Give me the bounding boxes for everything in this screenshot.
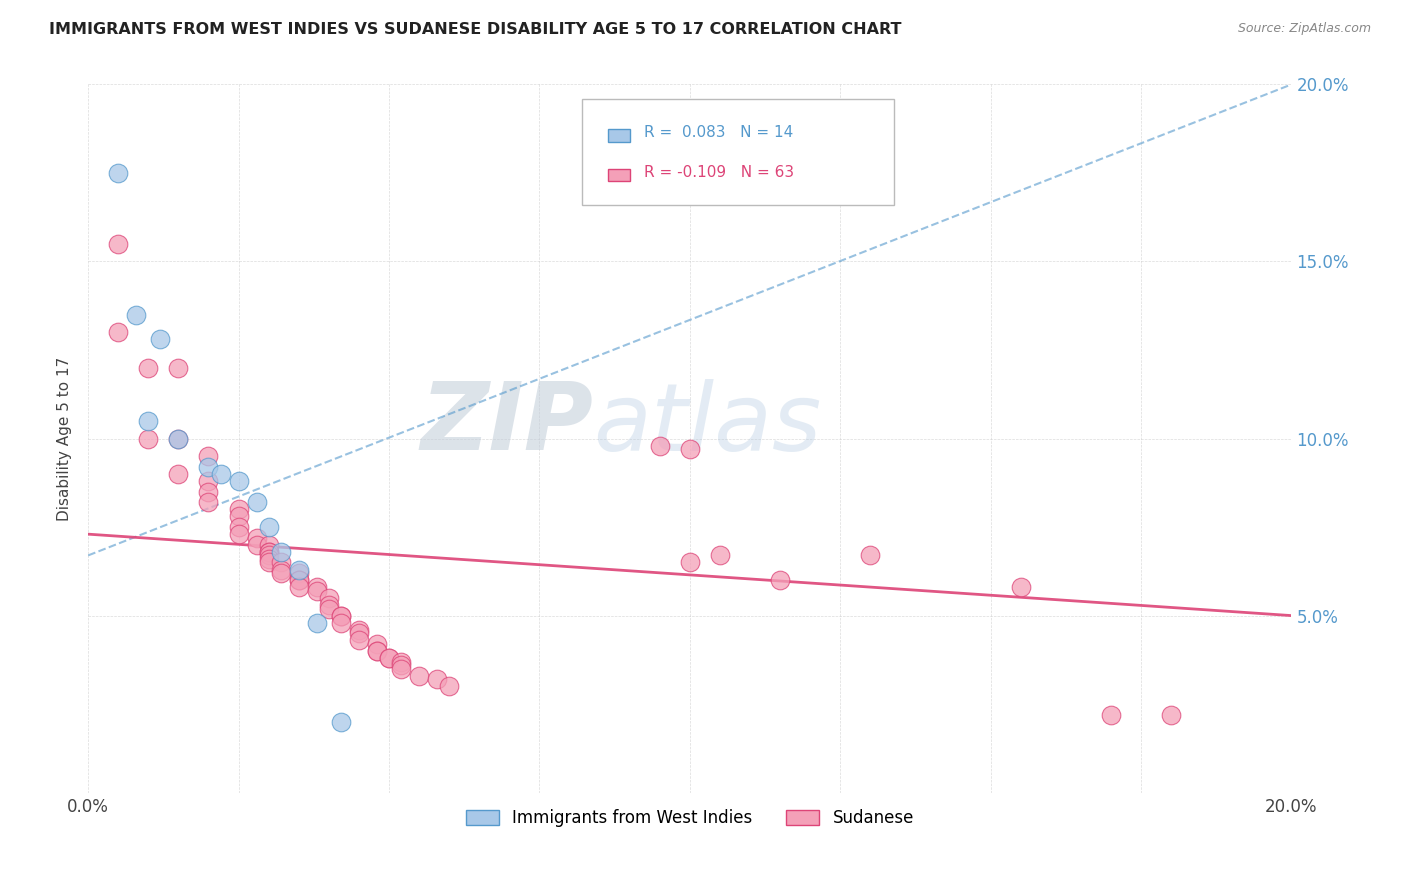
Point (167, 467, 190, 481)
Point (228, 474, 250, 488)
Point (329, 608, 352, 623)
Point (228, 527, 250, 541)
Point (257, 556, 280, 570)
Point (769, 573, 792, 587)
FancyBboxPatch shape (582, 99, 894, 205)
Point (257, 538, 280, 552)
Point (228, 520, 250, 534)
Point (366, 644, 388, 658)
Text: R =  0.083   N = 14: R = 0.083 N = 14 (644, 125, 793, 140)
Point (167, 432, 190, 446)
Text: Source: ZipAtlas.com: Source: ZipAtlas.com (1237, 22, 1371, 36)
Point (408, 669, 430, 683)
Point (366, 637, 388, 651)
Y-axis label: Disability Age 5 to 17: Disability Age 5 to 17 (58, 357, 72, 521)
Point (287, 580, 309, 594)
Point (859, 549, 882, 563)
Point (257, 549, 280, 563)
Text: IMMIGRANTS FROM WEST INDIES VS SUDANESE DISABILITY AGE 5 TO 17 CORRELATION CHART: IMMIGRANTS FROM WEST INDIES VS SUDANESE … (49, 22, 901, 37)
Point (228, 502, 250, 516)
Point (426, 673, 449, 687)
Point (679, 442, 702, 457)
Point (246, 495, 269, 509)
Point (197, 495, 219, 509)
Point (1160, 707, 1182, 722)
Point (136, 360, 159, 375)
Point (125, 308, 148, 322)
Point (305, 615, 328, 630)
Point (679, 556, 702, 570)
Point (107, 326, 129, 340)
Text: R = -0.109   N = 63: R = -0.109 N = 63 (644, 165, 794, 180)
Point (287, 573, 309, 587)
Point (648, 439, 671, 453)
Point (197, 474, 219, 488)
Point (257, 552, 280, 566)
Legend: Immigrants from West Indies, Sudanese: Immigrants from West Indies, Sudanese (458, 803, 921, 834)
Point (437, 680, 460, 694)
Point (149, 332, 172, 346)
Point (246, 538, 269, 552)
Text: ZIP: ZIP (420, 378, 593, 470)
Point (287, 563, 309, 577)
Point (270, 566, 292, 580)
FancyBboxPatch shape (607, 169, 630, 181)
Point (347, 623, 370, 637)
Point (287, 566, 309, 580)
Point (305, 580, 328, 594)
Point (378, 651, 401, 665)
Point (197, 449, 219, 463)
Point (197, 484, 219, 499)
Point (257, 545, 280, 559)
Point (287, 573, 309, 587)
Point (378, 651, 401, 665)
Point (347, 626, 370, 640)
Point (136, 414, 159, 428)
Point (1099, 707, 1122, 722)
Point (209, 467, 232, 481)
Point (270, 545, 292, 559)
Point (305, 583, 328, 598)
Point (329, 615, 352, 630)
Point (246, 531, 269, 545)
Point (136, 432, 159, 446)
Point (167, 360, 190, 375)
Point (366, 644, 388, 658)
Text: atlas: atlas (593, 379, 821, 470)
Point (257, 545, 280, 559)
Point (389, 662, 412, 676)
Point (329, 608, 352, 623)
Point (257, 520, 280, 534)
FancyBboxPatch shape (607, 129, 630, 142)
Point (167, 432, 190, 446)
Point (270, 563, 292, 577)
Point (270, 556, 292, 570)
Point (347, 633, 370, 648)
Point (709, 549, 731, 563)
Point (197, 459, 219, 474)
Point (389, 658, 412, 673)
Point (228, 509, 250, 524)
Point (318, 598, 340, 612)
Point (318, 591, 340, 605)
Point (107, 236, 129, 251)
Point (389, 655, 412, 669)
Point (107, 166, 129, 180)
Point (318, 601, 340, 615)
Point (1010, 580, 1032, 594)
Point (329, 714, 352, 729)
